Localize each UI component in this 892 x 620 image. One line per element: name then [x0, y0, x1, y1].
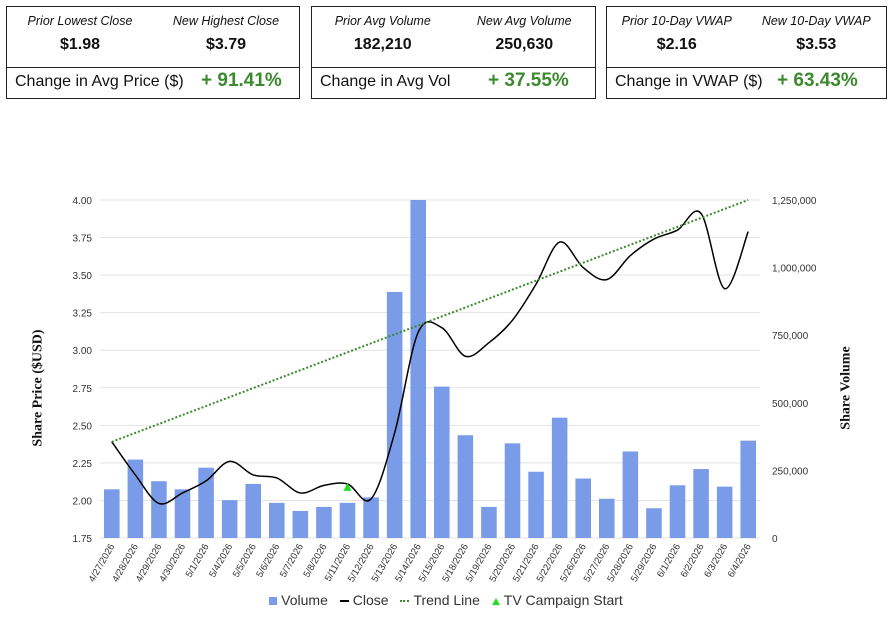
prior-avg-volume-value: 182,210: [353, 36, 412, 53]
prior-lowest-close-label: Prior Lowest Close: [27, 14, 133, 28]
volume-bar: [410, 200, 426, 538]
y-tick-label: 2.75: [73, 384, 93, 395]
volume-bar: [104, 489, 120, 538]
change-avg-vol-value: + 37.55%: [488, 70, 569, 91]
y2-tick-label: 250,000: [772, 466, 809, 477]
prior-lowest-close-value: $1.98: [59, 36, 101, 53]
volume-bar: [434, 386, 450, 538]
new-vwap-value: $3.53: [796, 36, 837, 53]
volume-bar: [339, 502, 356, 538]
volume-bar: [504, 443, 521, 538]
volume-bar: [551, 417, 568, 538]
new-avg-volume-label: New Avg Volume: [476, 14, 572, 28]
volume-bar: [221, 500, 238, 538]
legend-close: Close: [339, 592, 389, 608]
y-tick-label: 1.75: [73, 534, 93, 545]
y-tick-label: 3.75: [73, 234, 93, 245]
prior-vwap-label: Prior 10-Day VWAP: [621, 14, 732, 28]
volume-bar: [316, 506, 332, 538]
y-tick-label: 2.50: [73, 421, 93, 432]
new-highest-close-value: $3.79: [205, 36, 247, 53]
legend-close-label: Close: [352, 592, 389, 608]
volume-bar: [481, 506, 497, 538]
volume-bar: [716, 486, 733, 538]
volume-bar: [269, 502, 285, 538]
y-tick-label: 2.25: [73, 459, 93, 470]
y-tick-label: 4.00: [73, 196, 93, 207]
chart-legend: Volume Close Trend Line TV Campaign Star…: [0, 592, 892, 608]
volume-bar: [740, 440, 756, 538]
prior-vwap-value: $2.16: [656, 36, 697, 53]
volume-bar: [528, 471, 544, 538]
volume-bar: [386, 291, 403, 538]
legend-campaign-label: TV Campaign Start: [503, 592, 623, 608]
y2-tick-label: 1,250,000: [772, 196, 817, 207]
kpi-card-volume: Prior Avg Volume 182,210 New Avg Volume 25…: [311, 6, 596, 99]
change-avg-price-label: Change in Avg Price ($): [15, 73, 184, 90]
volume-bar: [174, 489, 191, 538]
tv-campaign-marker: [343, 482, 352, 491]
y2-tick-label: 0: [772, 534, 778, 545]
volume-bar: [693, 469, 709, 538]
y-tick-label: 3.25: [73, 309, 93, 320]
volume-bar: [363, 497, 379, 538]
legend-volume: Volume: [269, 592, 328, 608]
new-avg-volume-value: 250,630: [495, 36, 554, 53]
volume-bar: [669, 485, 686, 538]
volume-bar: [622, 451, 639, 538]
legend-campaign-swatch: [491, 597, 500, 605]
volume-bar: [646, 508, 662, 538]
y2-tick-label: 750,000: [772, 331, 809, 342]
legend-trend-label: Trend Line: [413, 592, 480, 608]
volume-bar: [292, 510, 309, 538]
legend-volume-label: Volume: [281, 592, 328, 608]
legend-campaign: TV Campaign Start: [491, 592, 623, 608]
new-vwap-label: New 10-Day VWAP: [761, 14, 871, 28]
volume-bar: [151, 481, 167, 538]
trend-line: [111, 199, 749, 443]
change-vwap-label: Change in VWAP ($): [615, 73, 763, 90]
volume-bar: [127, 459, 144, 538]
change-avg-vol-label: Change in Avg Vol: [320, 73, 451, 90]
y-tick-label: 2.00: [73, 496, 93, 507]
legend-trend: Trend Line: [400, 592, 480, 608]
prior-avg-volume-label: Prior Avg Volume: [334, 14, 431, 28]
close-line: [111, 210, 749, 505]
y2-tick-label: 500,000: [772, 399, 809, 410]
change-vwap-value: + 63.43%: [777, 70, 858, 91]
y2-axis-title: Share Volume: [838, 346, 854, 430]
new-highest-close-label: New Highest Close: [172, 14, 280, 28]
volume-bar: [457, 435, 474, 538]
y-axis-title: Share Price ($USD): [30, 329, 46, 447]
kpi-card-vwap: Prior 10-Day VWAP $2.16 New 10-Day VWAP $3…: [606, 6, 887, 99]
legend-volume-swatch: [269, 597, 278, 606]
volume-bar: [198, 467, 214, 538]
volume-bar: [245, 483, 261, 538]
y-tick-label: 3.00: [73, 346, 93, 357]
change-avg-price-value: + 91.41%: [201, 70, 282, 91]
volume-bar: [575, 478, 591, 538]
kpi-card-price: Prior Lowest Close $1.98 New Highest Clos…: [6, 6, 300, 99]
volume-bar: [599, 498, 615, 538]
legend-trend-swatch: [400, 600, 410, 603]
y2-tick-label: 1,000,000: [772, 264, 817, 275]
legend-close-swatch: [339, 600, 349, 603]
y-tick-label: 3.50: [73, 271, 93, 282]
